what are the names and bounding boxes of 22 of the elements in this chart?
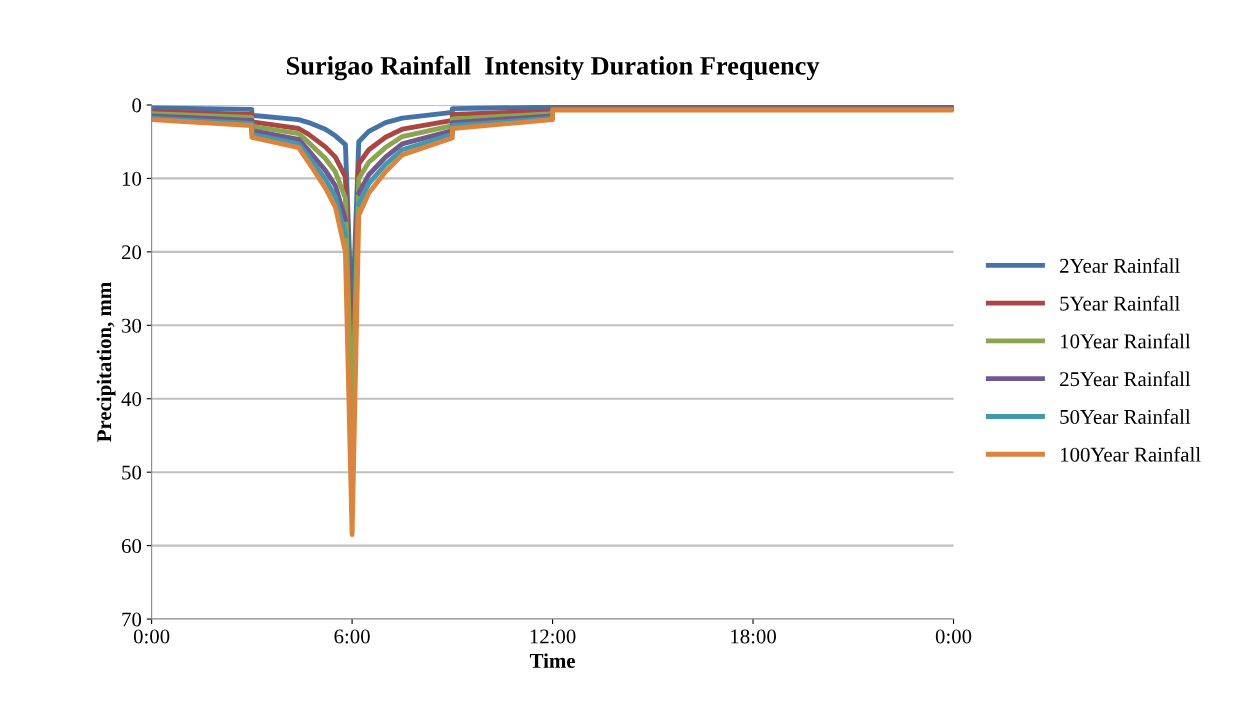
y-tick-label: 10 <box>122 171 142 186</box>
y-tick-label: 50 <box>122 465 142 480</box>
y-tick-label: 40 <box>121 392 142 407</box>
y-tick-label: 60 <box>121 538 142 554</box>
legend-label: 25Year Rainfall <box>1060 371 1191 387</box>
x-tick-label: 12:00 <box>530 629 576 644</box>
y-axis-title: Precipitation, mm <box>96 282 116 442</box>
x-tick-label: 0:00 <box>133 629 170 644</box>
legend-label: 5Year Rainfall <box>1060 295 1180 311</box>
x-tick-label: 6:00 <box>334 629 370 644</box>
x-axis-title: Time <box>529 653 575 668</box>
y-tick-label: 20 <box>121 245 142 260</box>
y-tick-label: 70 <box>122 612 142 627</box>
legend-label: 50Year Rainfall <box>1060 409 1191 424</box>
legend-label: 10Year Rainfall <box>1060 333 1191 349</box>
y-tick-label: 0 <box>132 98 142 113</box>
chart-title: Surigao Rainfall Intensity Duration Frequency <box>287 55 820 81</box>
x-tick-label: 18:00 <box>731 629 776 644</box>
x-tick-label: 0:00 <box>935 629 972 644</box>
legend-label: 100Year Rainfall <box>1060 446 1201 462</box>
y-tick-label: 30 <box>122 318 142 333</box>
legend-label: 2Year Rainfall <box>1060 258 1180 273</box>
